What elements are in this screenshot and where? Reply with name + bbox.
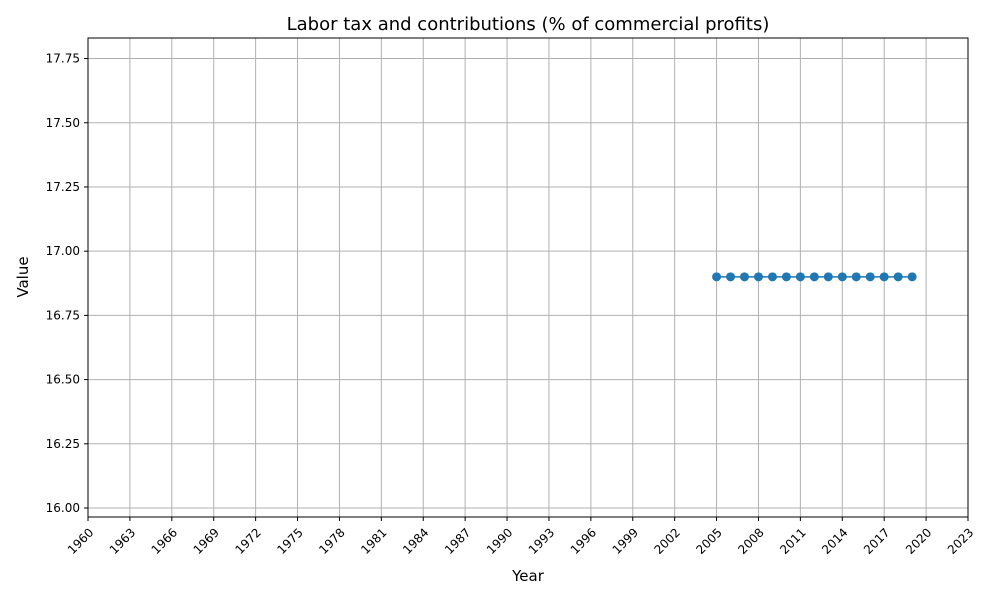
x-tick-label: 1975 xyxy=(274,525,305,556)
data-point xyxy=(781,272,791,282)
x-tick-label: 1987 xyxy=(442,525,473,556)
x-tick-label: 1990 xyxy=(484,525,515,556)
data-point xyxy=(907,272,917,282)
x-tick-label: 2017 xyxy=(861,525,892,556)
y-tick-label: 16.75 xyxy=(46,308,80,322)
y-tick-label: 17.25 xyxy=(46,180,80,194)
x-tick-label: 1993 xyxy=(526,525,557,556)
x-tick-label: 2020 xyxy=(903,525,934,556)
plot-frame xyxy=(87,37,969,518)
x-tick-label: 1972 xyxy=(232,525,263,556)
x-tick-label: 2005 xyxy=(693,525,724,556)
y-tick-label: 17.50 xyxy=(46,116,80,130)
y-tick-label: 17.75 xyxy=(46,52,80,66)
data-point xyxy=(795,272,805,282)
ticks: 1960 1963 1966 1969 1972 1975 1978 1981 1984 1987… xyxy=(46,52,977,557)
data-point xyxy=(879,272,889,282)
x-tick-label: 1966 xyxy=(149,525,180,556)
y-tick-label: 16.00 xyxy=(46,501,80,515)
data-point xyxy=(865,272,875,282)
x-tick-label: 2002 xyxy=(652,525,683,556)
chart-title: Labor tax and contributions (% of commer… xyxy=(287,14,770,35)
data-point xyxy=(712,272,722,282)
x-tick-label: 1984 xyxy=(400,525,431,556)
data-point xyxy=(740,272,750,282)
x-tick-label: 1963 xyxy=(107,525,138,556)
data-point xyxy=(823,272,833,282)
y-tick-label: 16.25 xyxy=(46,437,80,451)
x-tick-label: 1978 xyxy=(316,525,347,556)
x-tick-label: 2014 xyxy=(819,525,850,556)
x-tick-label: 1960 xyxy=(65,525,96,556)
y-tick-label: 17.00 xyxy=(46,244,80,258)
data-point xyxy=(809,272,819,282)
x-tick-label: 1969 xyxy=(191,525,222,556)
x-axis-label: Year xyxy=(511,567,545,585)
y-tick-label: 16.50 xyxy=(46,373,80,387)
y-axis-label: Value xyxy=(14,256,32,297)
x-tick-label: 1996 xyxy=(568,525,599,556)
data-point xyxy=(893,272,903,282)
data-point xyxy=(726,272,736,282)
x-tick-label: 2023 xyxy=(945,525,976,556)
x-tick-label: 1981 xyxy=(358,525,389,556)
data-point xyxy=(753,272,763,282)
series-layer xyxy=(712,272,917,282)
data-point xyxy=(851,272,861,282)
x-tick-label: 2008 xyxy=(735,525,766,556)
x-tick-label: 2011 xyxy=(777,525,808,556)
x-tick-label: 1999 xyxy=(610,525,641,556)
data-point xyxy=(767,272,777,282)
data-point xyxy=(837,272,847,282)
